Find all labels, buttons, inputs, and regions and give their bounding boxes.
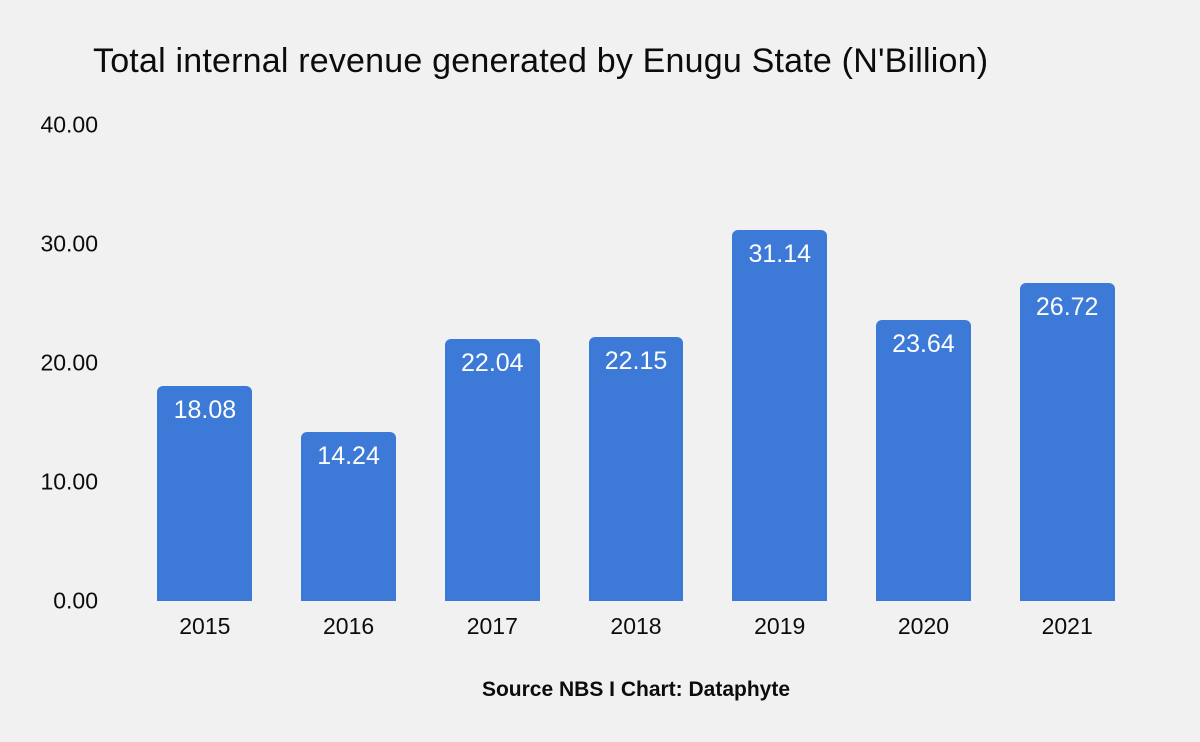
y-axis: 40.00 30.00 20.00 10.00 0.00 — [0, 112, 98, 614]
bar-value-label: 22.15 — [604, 347, 668, 376]
x-tick-label: 2020 — [897, 613, 950, 639]
bar-slot: 23.64 — [852, 125, 996, 601]
x-tick-label: 2021 — [1041, 613, 1093, 639]
x-axis: 2015 2016 2017 2018 2019 2020 2021 — [133, 613, 1139, 640]
x-tick-label: 2017 — [466, 613, 518, 639]
plot-area: 18.08 14.24 22.04 22.15 31.14 23.64 26.72 — [133, 125, 1139, 601]
bar-value-label: 23.64 — [892, 329, 955, 358]
bar-value-label: 18.08 — [173, 395, 237, 424]
y-tick-label: 10.00 — [40, 468, 98, 495]
y-tick-label: 20.00 — [40, 349, 98, 376]
bar-2015: 18.08 — [157, 385, 253, 601]
bar-2019: 31.14 — [732, 230, 828, 601]
bar-2018: 22.15 — [588, 337, 684, 601]
x-tick-label: 2015 — [179, 613, 231, 639]
bar-value-label: 22.04 — [461, 348, 524, 377]
source-caption: Source NBS I Chart: Dataphyte — [481, 678, 791, 701]
bar-2020: 23.64 — [876, 319, 971, 601]
bar-slot: 18.08 — [133, 125, 277, 601]
y-tick-label: 30.00 — [40, 230, 98, 257]
bar-value-label: 14.24 — [317, 441, 380, 470]
bar-slot: 22.15 — [564, 125, 708, 601]
bar-2021: 26.72 — [1019, 283, 1115, 601]
bar-slot: 26.72 — [995, 125, 1139, 601]
x-tick-label: 2016 — [322, 613, 375, 639]
bar-2016: 14.24 — [301, 431, 396, 601]
y-tick-label: 40.00 — [40, 111, 98, 138]
chart-title: Total internal revenue generated by Enug… — [93, 42, 989, 80]
bar-slot: 22.04 — [420, 125, 564, 601]
x-tick-label: 2018 — [610, 613, 662, 639]
bar-slot: 14.24 — [277, 125, 421, 601]
bar-value-label: 26.72 — [1035, 293, 1099, 322]
x-tick-label: 2019 — [754, 613, 806, 639]
y-tick-label: 0.00 — [53, 587, 98, 614]
bar-2017: 22.04 — [444, 338, 540, 601]
bar-value-label: 31.14 — [748, 240, 812, 269]
bar-slot: 31.14 — [708, 125, 852, 601]
